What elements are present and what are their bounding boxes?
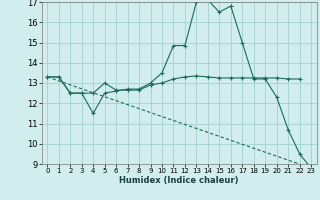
X-axis label: Humidex (Indice chaleur): Humidex (Indice chaleur) [119,176,239,185]
